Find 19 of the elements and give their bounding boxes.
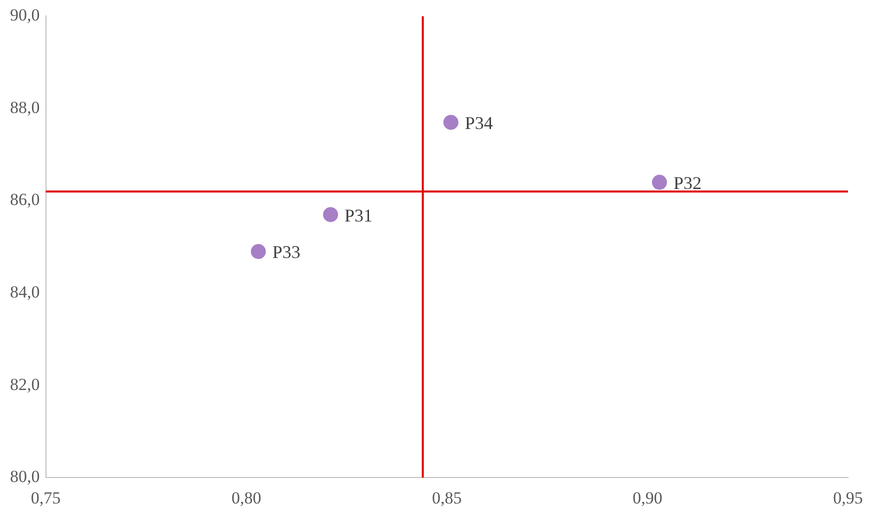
x-tick-label: 0,85 — [432, 488, 462, 508]
point — [652, 174, 667, 190]
point — [323, 207, 338, 222]
y-tick-label: 88,0 — [10, 98, 40, 117]
annotation: P31 — [344, 205, 373, 226]
x-tick-label: 0,90 — [632, 488, 662, 508]
y-tick-label: 82,0 — [10, 374, 40, 394]
y-tick-label: 90,0 — [10, 6, 40, 25]
point — [250, 244, 266, 260]
point — [443, 114, 458, 130]
y-tick-label: 86,0 — [10, 190, 40, 210]
annotation: P34 — [464, 113, 493, 134]
x-tick-label: 0,80 — [231, 488, 262, 508]
annotation: P32 — [673, 173, 702, 194]
x-tick-label: 0,75 — [30, 488, 61, 508]
annotation: P33 — [272, 242, 300, 262]
y-tick-label: 80,0 — [10, 467, 40, 486]
x-tick-label: 0,95 — [833, 488, 863, 508]
y-tick-label: 84,0 — [10, 282, 40, 302]
